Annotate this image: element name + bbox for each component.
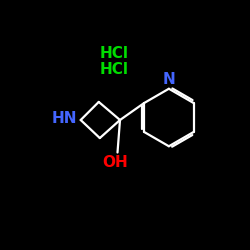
Text: OH: OH (102, 155, 128, 170)
Text: N: N (162, 72, 175, 87)
Text: HN: HN (52, 111, 77, 126)
Text: HCl: HCl (99, 62, 128, 78)
Text: HCl: HCl (99, 46, 128, 61)
